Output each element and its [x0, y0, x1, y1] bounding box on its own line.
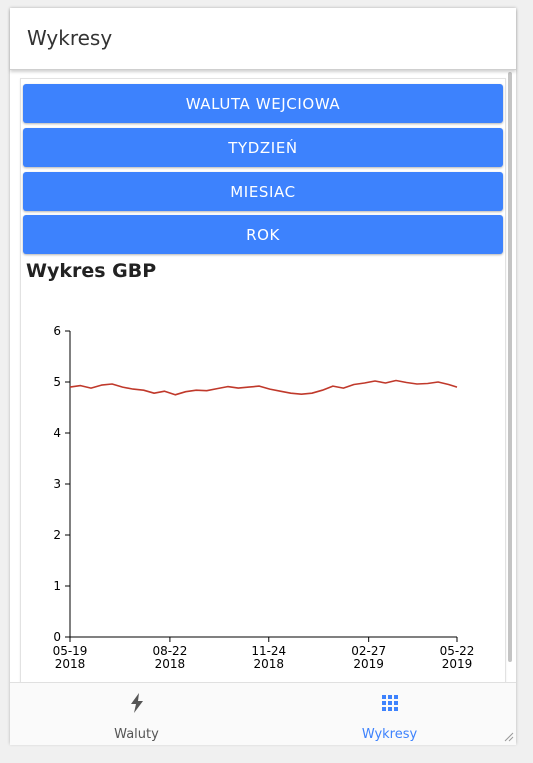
tab-label-wykresy: Wykresy: [361, 727, 418, 742]
x-tick-label: 02-27: [351, 644, 386, 658]
app-window: Wykresy WALUTA WEJCIOWA TYDZIEŃ MIESIAC …: [10, 8, 516, 745]
x-tick-label: 11-24: [251, 644, 286, 658]
x-tick-label: 05-22: [440, 644, 475, 658]
y-tick-label: 2: [53, 528, 61, 542]
input-currency-button[interactable]: WALUTA WEJCIOWA: [23, 84, 503, 123]
chart-title: Wykres GBP: [26, 260, 157, 282]
x-tick-label: 2018: [253, 657, 284, 671]
scrollbar[interactable]: [508, 72, 512, 662]
tab-waluty[interactable]: Waluty: [10, 683, 263, 745]
y-tick-label: 6: [53, 324, 61, 338]
year-button[interactable]: ROK: [23, 215, 503, 254]
grid-icon: [381, 695, 398, 711]
lightning-icon: [130, 693, 143, 713]
content-area[interactable]: WALUTA WEJCIOWA TYDZIEŃ MIESIAC ROK Wykr…: [10, 70, 516, 682]
x-tick-label: 08-22: [152, 644, 187, 658]
y-tick-label: 1: [53, 579, 61, 593]
x-tick-label: 2018: [55, 657, 86, 671]
y-tick-label: 3: [53, 477, 61, 491]
x-tick-label: 05-19: [53, 644, 88, 658]
app-header: Wykresy: [10, 8, 516, 70]
tab-wykresy[interactable]: Wykresy: [263, 683, 516, 745]
tab-label-waluty: Waluty: [114, 727, 159, 742]
y-tick-label: 5: [53, 375, 61, 389]
bottom-tab-bar: Waluty Wykresy: [10, 682, 516, 745]
y-tick-label: 4: [53, 426, 61, 440]
resize-grip-icon[interactable]: [502, 730, 514, 742]
x-tick-label: 2019: [353, 657, 384, 671]
line-chart: 012345605-19201808-22201811-24201802-272…: [53, 324, 475, 671]
x-tick-label: 2019: [442, 657, 473, 671]
y-tick-label: 0: [53, 630, 61, 644]
series-line: [69, 379, 458, 396]
week-button[interactable]: TYDZIEŃ: [23, 128, 503, 167]
month-button[interactable]: MIESIAC: [23, 172, 503, 211]
page-title: Wykresy: [27, 26, 113, 50]
x-tick-label: 2018: [155, 657, 186, 671]
